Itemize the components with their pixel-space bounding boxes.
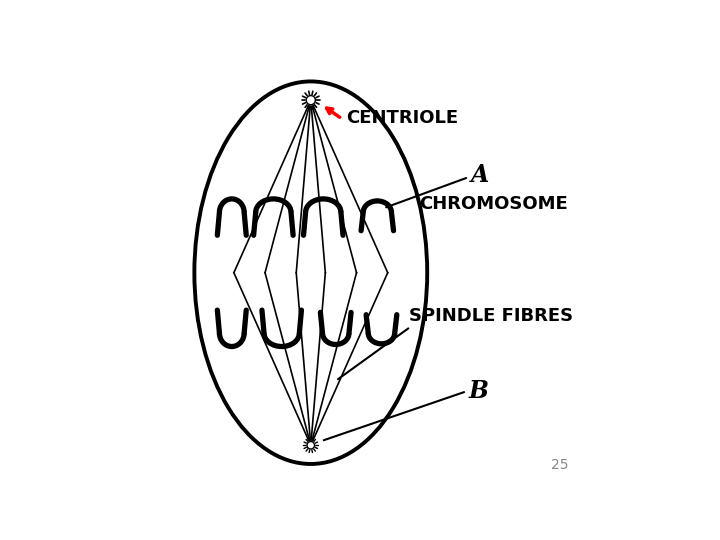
Text: A: A — [471, 163, 490, 187]
Text: CENTRIOLE: CENTRIOLE — [346, 109, 458, 126]
Text: 25: 25 — [551, 458, 569, 472]
Text: SPINDLE FIBRES: SPINDLE FIBRES — [408, 307, 572, 325]
Text: CHROMOSOME: CHROMOSOME — [419, 195, 567, 213]
Circle shape — [307, 442, 315, 449]
Text: B: B — [469, 379, 489, 403]
Circle shape — [306, 96, 315, 105]
